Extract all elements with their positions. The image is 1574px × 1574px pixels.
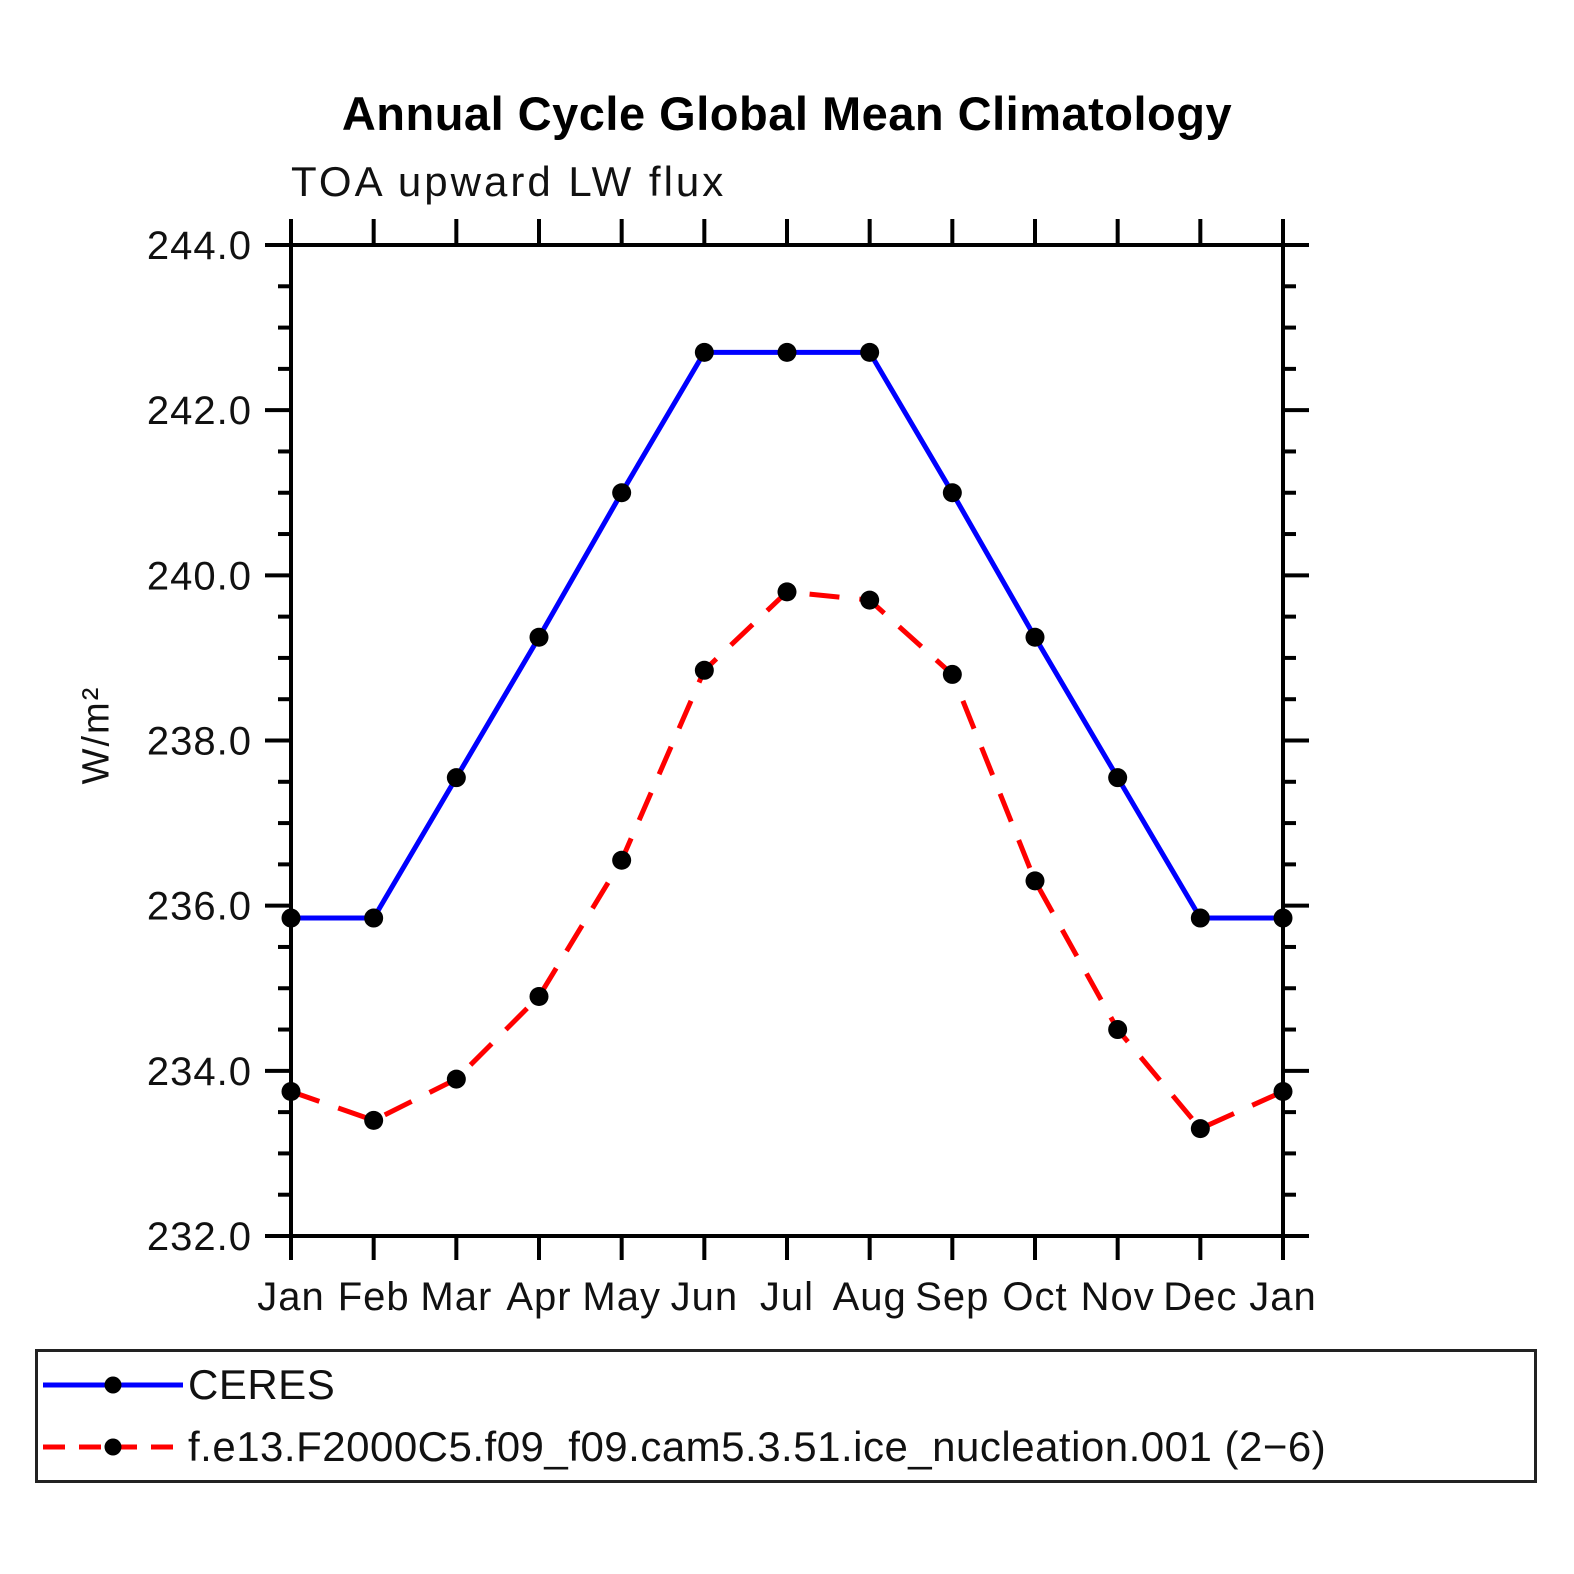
x-tick-label: Sep	[915, 1275, 989, 1319]
tick-labels: Jan Feb Mar Apr May Jun Jul Aug Sep Oct Nov Dec Jan2…	[147, 224, 1317, 1319]
chart-title: Annual Cycle Global Mean Climatology	[341, 87, 1233, 140]
x-tick-label: Nov	[1081, 1275, 1155, 1319]
data-point-marker-ceres	[1025, 627, 1045, 647]
x-tick-label: Feb	[338, 1275, 410, 1319]
x-tick-label: Apr	[506, 1275, 571, 1319]
legend-item-ceres: CERES	[38, 1355, 1534, 1415]
data-point-marker-ceres	[777, 342, 797, 362]
data-point-marker-ceres	[612, 483, 632, 503]
data-point-marker-ceres	[1190, 908, 1210, 928]
y-tick-label: 242.0	[147, 389, 252, 433]
x-tick-label: May	[582, 1275, 661, 1319]
data-point-marker-ceres	[364, 908, 384, 928]
axes-frame	[265, 219, 1309, 1260]
x-tick-label: Dec	[1163, 1275, 1237, 1319]
x-tick-label: Jun	[671, 1275, 739, 1319]
data-point-marker-ice-nucleation-model	[1108, 1020, 1128, 1040]
data-point-marker-ceres	[1108, 768, 1128, 788]
x-tick-label: Oct	[1002, 1275, 1067, 1319]
data-point-marker-ceres	[529, 627, 549, 647]
data-point-marker-ceres	[860, 342, 880, 362]
chart-subtitle: TOA upward LW flux	[291, 158, 727, 205]
x-tick-label: Aug	[833, 1275, 907, 1319]
x-tick-label: Jan	[257, 1275, 325, 1319]
data-point-marker-ceres	[446, 768, 466, 788]
data-point-marker-ice-nucleation-model	[281, 1081, 301, 1101]
series-line-ice-nucleation-model	[290, 589, 1285, 1132]
data-point-marker-ice-nucleation-model	[777, 582, 797, 602]
data-point-marker-ceres	[694, 342, 714, 362]
series-line-ceres	[291, 349, 1283, 921]
data-point-marker-ice-nucleation-model	[529, 987, 549, 1007]
ceres-sample-marker	[104, 1376, 122, 1394]
data-point-marker-ceres	[281, 908, 301, 928]
data-point-marker-ice-nucleation-model	[860, 590, 880, 610]
data-point-marker-ice-nucleation-model	[1025, 871, 1045, 891]
data-point-marker-ice-nucleation-model	[364, 1110, 384, 1130]
data-point-marker-ice-nucleation-model	[1273, 1081, 1293, 1101]
x-tick-label: Jan	[1249, 1275, 1317, 1319]
model-sample-marker	[104, 1438, 122, 1456]
y-tick-label: 244.0	[147, 224, 252, 268]
data-point-marker-ice-nucleation-model	[942, 664, 962, 684]
data-point-marker-ice-nucleation-model	[1190, 1119, 1210, 1139]
y-tick-label: 232.0	[147, 1215, 252, 1259]
x-tick-label: Mar	[420, 1275, 492, 1319]
data-point-marker-ice-nucleation-model	[694, 660, 714, 680]
y-tick-label: 238.0	[147, 720, 252, 764]
legend-label-model: f.e13.F2000C5.f09_f09.cam5.3.51.ice_nucl…	[188, 1423, 1327, 1471]
y-tick-label: 234.0	[147, 1050, 252, 1094]
data-point-marker-ceres	[1273, 908, 1293, 928]
y-tick-label: 236.0	[147, 885, 252, 929]
y-tick-label: 240.0	[147, 554, 252, 598]
legend-item-model: f.e13.F2000C5.f09_f09.cam5.3.51.ice_nucl…	[38, 1417, 1534, 1477]
legend-box: CERES f.e13.F2000C5.f09_f09.cam5.3.51.ic…	[35, 1349, 1537, 1483]
data-point-marker-ice-nucleation-model	[446, 1069, 466, 1089]
data-point-marker-ceres	[942, 483, 962, 503]
model-line-sample	[43, 1438, 183, 1456]
data-point-marker-ice-nucleation-model	[612, 850, 632, 870]
legend-label-ceres: CERES	[188, 1360, 336, 1408]
ceres-line-sample	[43, 1376, 183, 1394]
x-tick-label: Jul	[760, 1275, 814, 1319]
data-series	[281, 342, 1293, 1139]
